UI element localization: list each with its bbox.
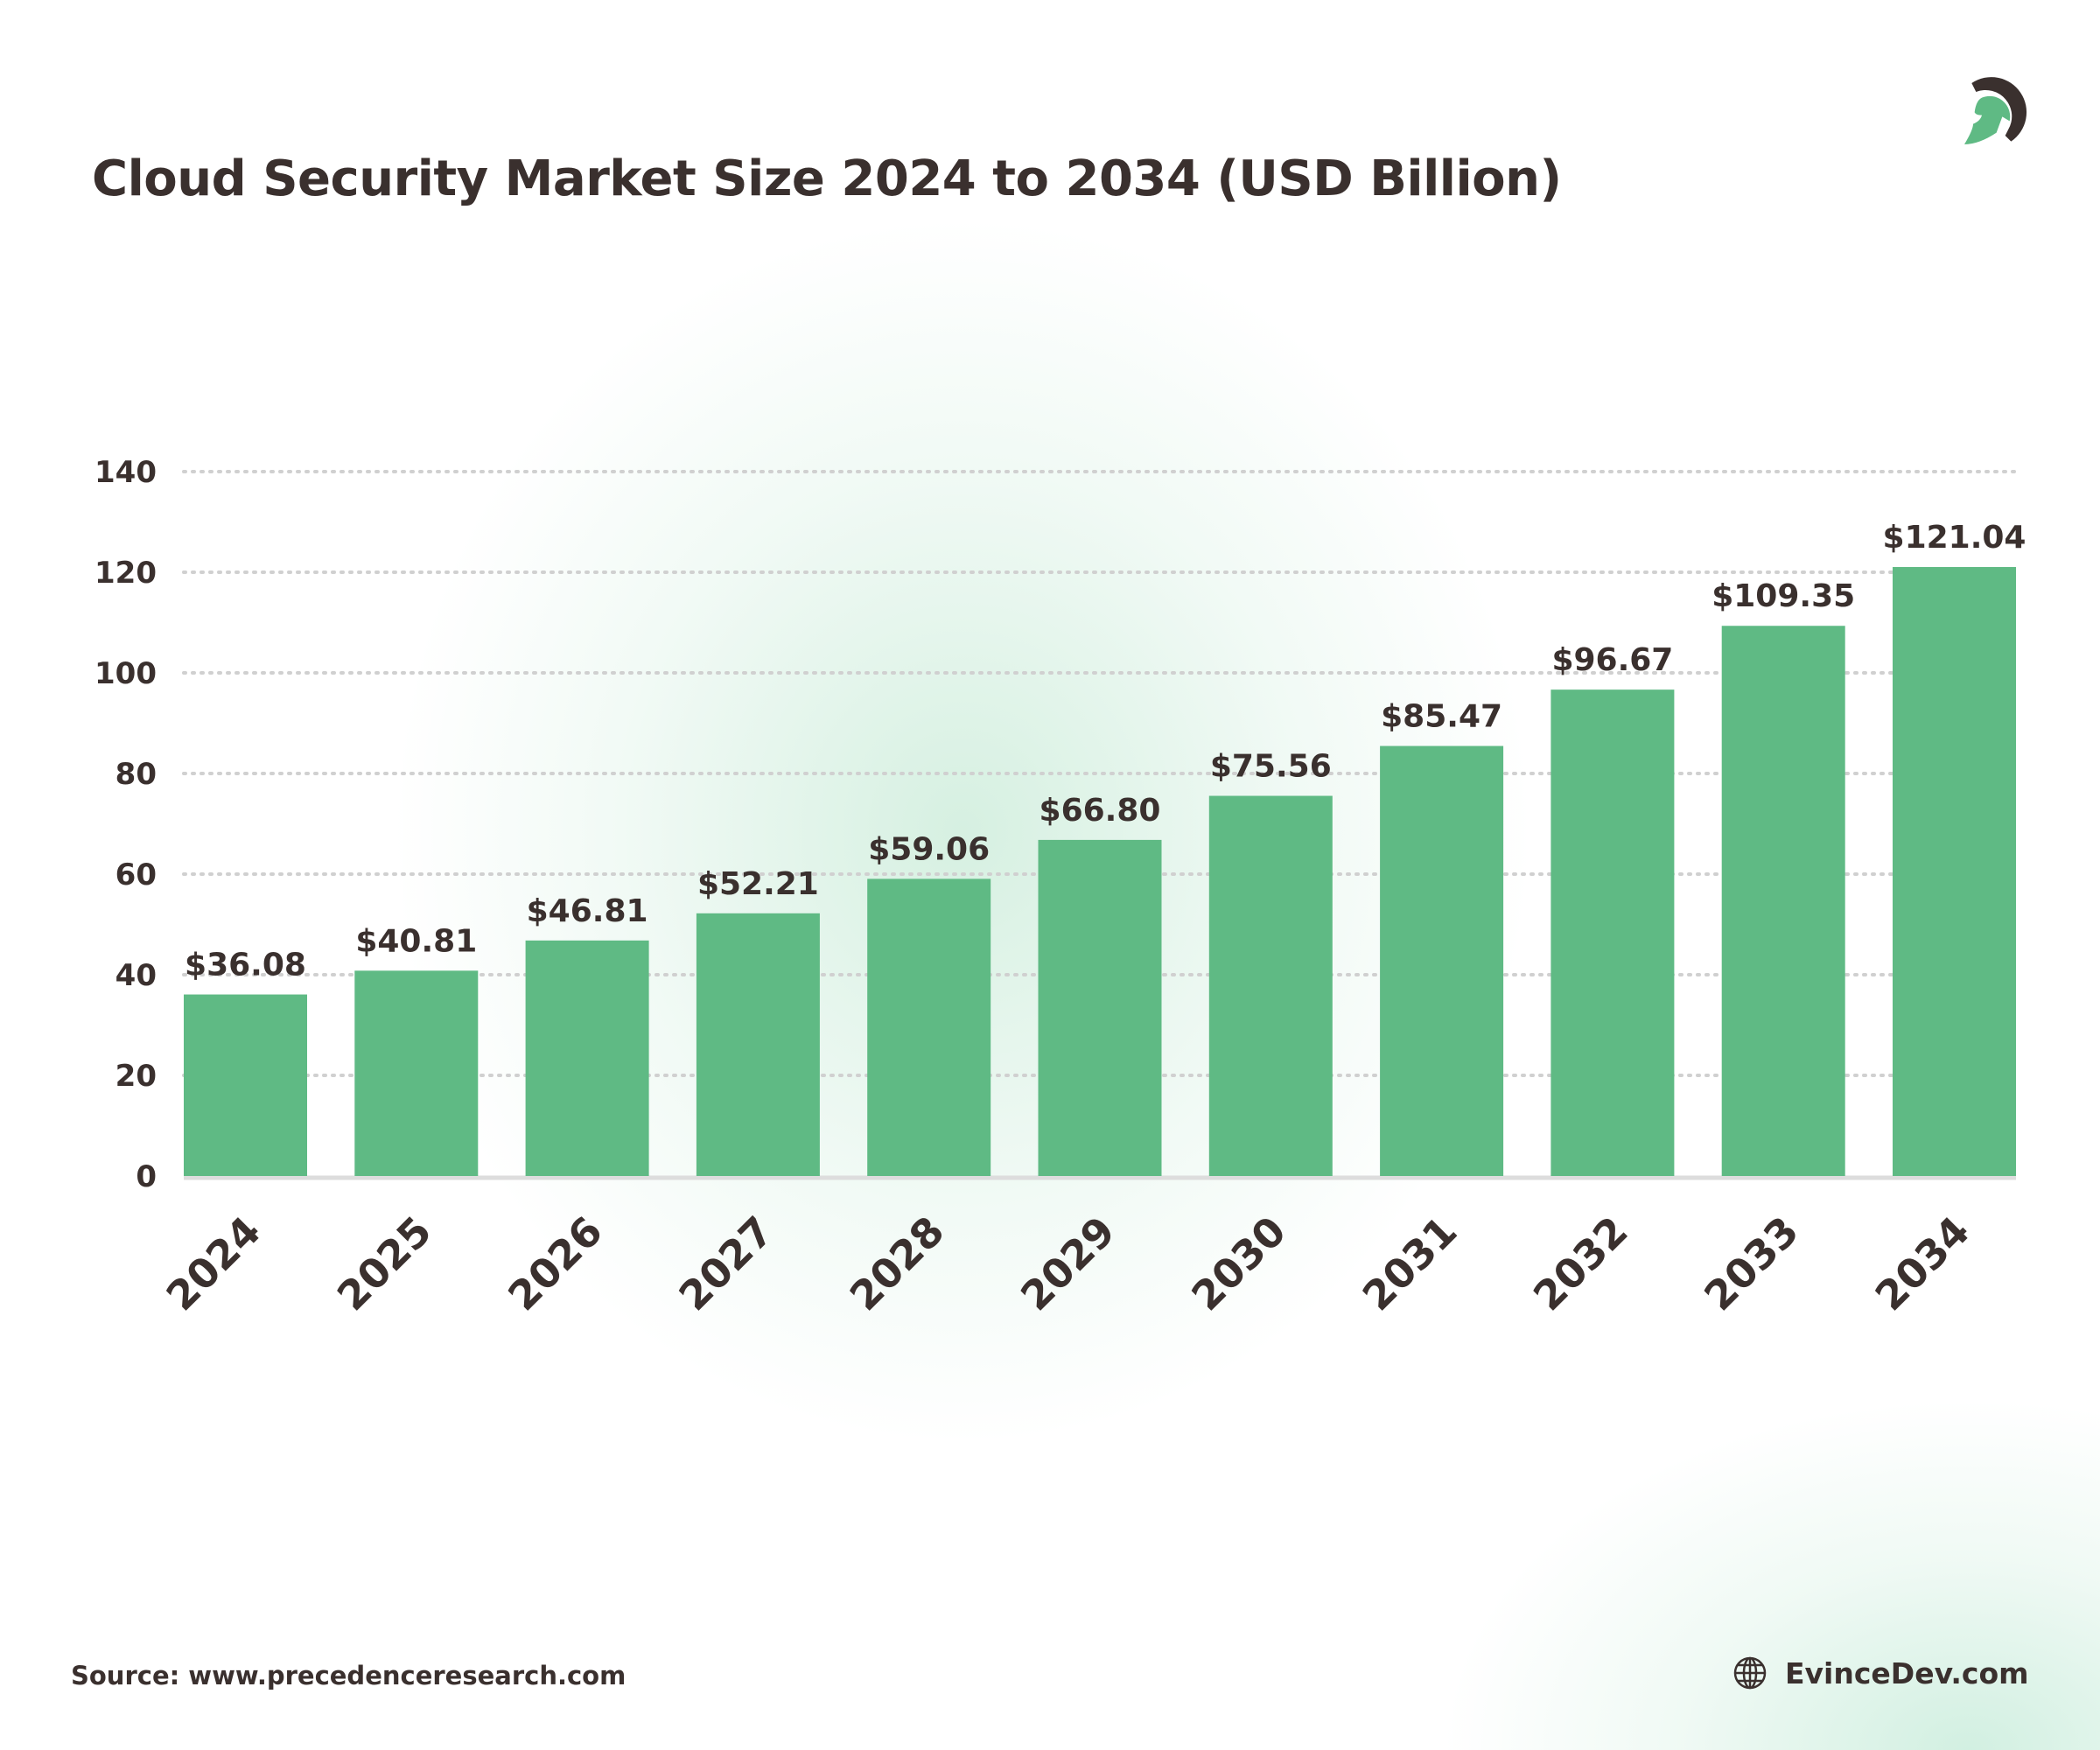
chart-title: Cloud Security Market Size 2024 to 2034 … xyxy=(92,150,1562,207)
data-label: $46.81 xyxy=(527,893,648,929)
y-tick-label: 100 xyxy=(94,656,157,691)
y-tick-label: 120 xyxy=(94,556,157,591)
bar-2030 xyxy=(1208,795,1333,1176)
y-tick-label: 40 xyxy=(116,958,157,993)
x-tick-label: 2024 xyxy=(158,1208,270,1320)
x-tick-label: 2030 xyxy=(1182,1208,1295,1320)
x-tick-label: 2033 xyxy=(1695,1208,1808,1320)
bar-2026 xyxy=(525,940,649,1176)
x-tick-label: 2029 xyxy=(1012,1208,1124,1320)
data-label: $66.80 xyxy=(1040,793,1161,829)
x-tick-label: 2034 xyxy=(1866,1208,1979,1320)
bar-2034 xyxy=(1893,567,2016,1176)
x-tick-label: 2032 xyxy=(1524,1208,1637,1320)
data-label: $52.21 xyxy=(697,866,819,902)
bar-2031 xyxy=(1380,746,1504,1176)
bar-2029 xyxy=(1038,839,1162,1176)
data-label: $75.56 xyxy=(1210,749,1332,785)
y-tick-label: 0 xyxy=(136,1159,157,1194)
data-label: $40.81 xyxy=(355,923,477,959)
bar-2027 xyxy=(696,913,820,1176)
bar-2028 xyxy=(867,878,991,1176)
data-label: $96.67 xyxy=(1551,642,1673,678)
y-tick-label: 80 xyxy=(116,757,157,792)
x-tick-label: 2028 xyxy=(841,1208,954,1320)
data-label: $85.47 xyxy=(1381,699,1502,735)
bar-2024 xyxy=(184,994,307,1176)
y-tick-label: 60 xyxy=(116,858,157,892)
source-text: Source: www.precedenceresearch.com xyxy=(71,1661,626,1690)
y-tick-label: 20 xyxy=(116,1059,157,1094)
bar-chart: 0 20 40 60 80 100 120 140 $36.08 2024 $40.81 2025 $4… xyxy=(94,455,2026,1320)
helmet-logo-icon xyxy=(1964,77,2027,144)
x-tick-label: 2025 xyxy=(328,1208,441,1320)
bar-2032 xyxy=(1550,690,1675,1176)
y-tick-label: 140 xyxy=(94,455,157,490)
x-tick-label: 2031 xyxy=(1354,1208,1466,1320)
data-label: $59.06 xyxy=(868,831,990,867)
site-link[interactable]: EvinceDev.com xyxy=(1732,1656,2029,1690)
data-label: $109.35 xyxy=(1712,578,1855,614)
data-label: $36.08 xyxy=(185,948,306,984)
bar-2033 xyxy=(1721,626,1845,1176)
globe-icon xyxy=(1733,1656,1767,1690)
x-tick-label: 2027 xyxy=(669,1208,782,1320)
data-label: $121.04 xyxy=(1883,520,2026,556)
x-tick-label: 2026 xyxy=(499,1208,612,1320)
bar-2025 xyxy=(354,970,479,1176)
site-label: EvinceDev.com xyxy=(1785,1656,2029,1690)
